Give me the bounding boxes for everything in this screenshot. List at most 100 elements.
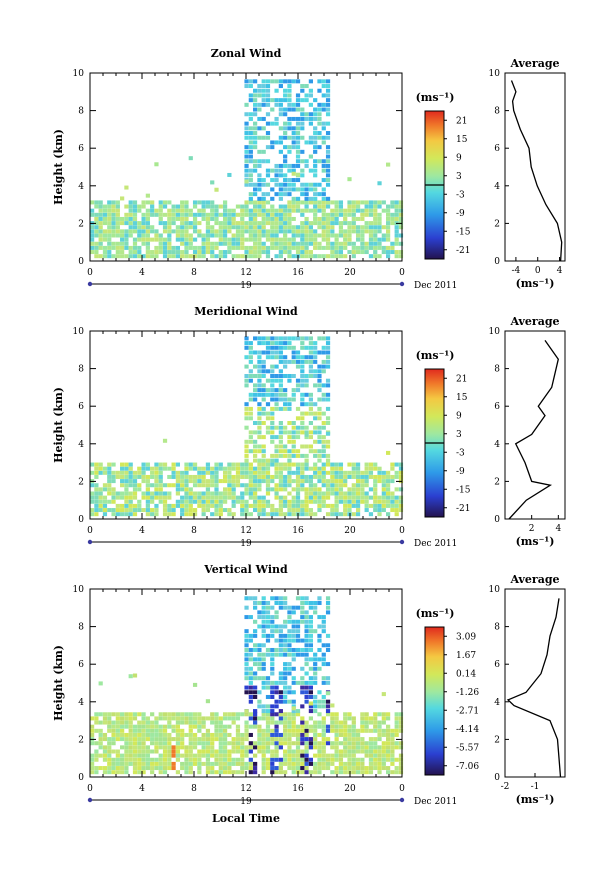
heatmap-cell	[188, 741, 193, 746]
heatmap-cell	[308, 241, 313, 246]
heatmap-cell	[265, 724, 271, 729]
heatmap-cell	[111, 200, 116, 205]
heatmap-cell	[300, 503, 305, 508]
heatmap-cell	[218, 508, 223, 513]
heatmap-cell	[210, 245, 215, 250]
heatmap-cell	[283, 182, 288, 187]
heatmap-cell	[197, 761, 202, 766]
heatmap-cell	[313, 126, 318, 131]
heatmap-cell	[184, 753, 189, 758]
heatmap-cell	[244, 444, 249, 449]
heatmap-cell	[381, 732, 386, 737]
heatmap-cell	[351, 221, 356, 226]
heatmap-cell	[278, 254, 283, 259]
heatmap-cell	[158, 462, 163, 467]
heatmap-cell	[321, 435, 326, 440]
heatmap-cell	[351, 241, 356, 246]
heatmap-cell	[141, 254, 146, 259]
heatmap-cell	[321, 79, 326, 84]
heatmap-cell	[244, 633, 249, 638]
colorbar-tick-label: 15	[456, 393, 468, 403]
heatmap-cell	[244, 204, 249, 209]
heatmap-cell	[325, 229, 331, 234]
heatmap-cell	[291, 761, 296, 766]
heatmap-cell	[287, 453, 292, 458]
heatmap-cell	[94, 216, 99, 221]
heatmap-cell	[132, 766, 138, 771]
heatmap-cell	[373, 753, 378, 758]
heatmap-cell	[261, 102, 266, 107]
profile-frame	[504, 72, 566, 262]
heatmap-cell	[128, 741, 133, 746]
heatmap-cell	[308, 444, 313, 449]
heatmap-cell	[291, 140, 296, 145]
heatmap-cell	[98, 462, 103, 467]
heatmap-cell	[377, 732, 382, 737]
y-tick-label: 4	[78, 182, 84, 192]
heatmap-cell	[197, 499, 202, 504]
heatmap-cell	[145, 229, 150, 234]
heatmap-cell	[283, 406, 288, 411]
heatmap-cell	[257, 200, 262, 205]
y-tick-label: 10	[73, 69, 85, 79]
heatmap-cell	[188, 212, 193, 217]
heatmap-cell	[227, 508, 232, 513]
heatmap-cell	[274, 98, 279, 103]
heatmap-cell	[343, 216, 348, 221]
heatmap-cell	[162, 491, 168, 496]
heatmap-cell	[265, 633, 271, 638]
heatmap-cell	[162, 716, 168, 721]
heatmap-cell	[158, 487, 163, 492]
colorbar-tick-label: 1.67	[456, 651, 476, 661]
heatmap-cell	[222, 233, 228, 238]
heatmap-cell	[180, 241, 185, 246]
heatmap-cell	[321, 421, 326, 425]
heatmap-cell	[257, 728, 262, 733]
heatmap-cell	[167, 512, 172, 517]
heatmap-cell	[257, 512, 262, 517]
heatmap-cell	[278, 388, 283, 393]
heatmap-cell	[253, 250, 258, 255]
heatmap-cell	[373, 216, 378, 221]
heatmap-cell	[334, 216, 339, 221]
heatmap-cell	[287, 728, 292, 733]
heatmap-cell	[154, 761, 159, 766]
heatmap-cell	[265, 685, 271, 690]
heatmap-cell	[235, 241, 241, 246]
heatmap-cell	[330, 487, 335, 492]
heatmap-cell	[287, 737, 292, 742]
heatmap-cell	[274, 345, 279, 350]
heatmap-cell	[274, 444, 279, 449]
heatmap-cell	[167, 732, 172, 737]
heatmap-cell	[313, 416, 318, 421]
heatmap-cell	[295, 709, 301, 714]
heatmap-cell	[313, 204, 318, 209]
heatmap-cell	[287, 699, 292, 704]
profile-y-tick-label: 6	[494, 144, 500, 154]
heatmap-cell	[304, 402, 309, 407]
heatmap-cell	[257, 187, 262, 192]
heatmap-cell	[107, 491, 112, 496]
heatmap-cell	[317, 499, 322, 504]
heatmap-cell	[278, 112, 283, 117]
heatmap-cell	[304, 619, 309, 624]
heatmap-cell	[287, 619, 292, 624]
y-tick-label: 6	[78, 402, 84, 412]
heatmap-cell	[308, 745, 313, 750]
heatmap-cell	[244, 499, 249, 504]
heatmap-cell	[287, 178, 292, 183]
heatmap-cell	[338, 757, 344, 762]
heatmap-cell	[150, 474, 155, 479]
heatmap-cell	[295, 633, 301, 638]
heatmap-cell	[295, 229, 301, 234]
heatmap-cell	[278, 503, 283, 508]
heatmap-cell	[94, 741, 99, 746]
heatmap-cell	[338, 245, 344, 250]
heatmap-cell	[265, 212, 271, 217]
profile-x-label: (ms⁻¹)	[516, 535, 555, 548]
heatmap-cell	[295, 732, 301, 737]
heatmap-cell	[94, 225, 99, 230]
heatmap-cell	[107, 716, 112, 721]
heatmap-cell	[244, 487, 249, 492]
heatmap-cell	[291, 430, 296, 435]
